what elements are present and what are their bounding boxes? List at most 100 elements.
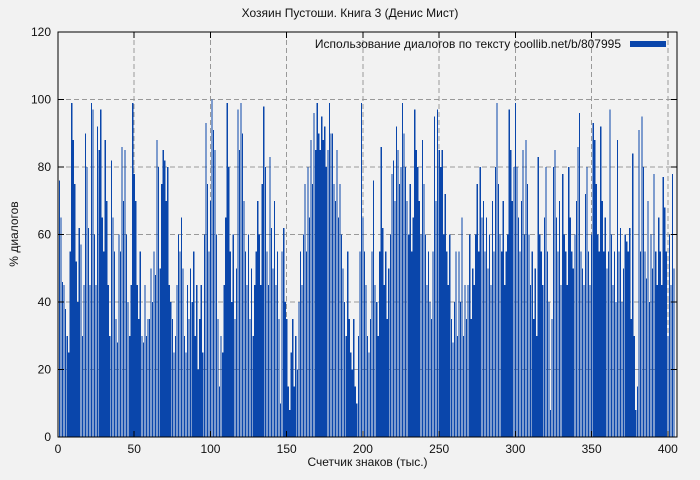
impulse-bar [312,183,314,438]
impulse-bar [75,261,77,437]
impulse-bar [219,386,221,438]
impulse-bar [176,285,178,438]
impulse-bar [164,160,166,437]
impulse-bar [180,217,183,438]
impulse-bar [626,241,628,437]
impulse-bar [476,183,478,438]
impulse-bar [246,285,248,438]
impulse-bar [92,109,94,438]
impulse-bar [129,335,131,437]
impulse-bar [100,109,102,438]
impulse-bar [301,285,303,438]
impulse-bar [65,308,67,437]
impulse-bar [526,183,529,438]
impulse-bar [223,285,225,438]
x-tick-label: 250 [429,442,449,456]
impulse-bar [308,217,311,438]
impulse-bar [208,251,210,438]
impulse-bar [171,318,173,438]
impulse-bar [327,150,329,438]
impulse-bar [287,386,289,438]
impulse-bar [603,251,605,438]
impulse-bar [525,140,527,437]
impulse-bar [562,173,564,437]
impulse-bar [665,251,667,438]
impulse-bar [389,234,391,437]
impulse-bar [357,335,359,437]
impulse-bar [575,200,577,437]
impulse-bar [581,268,584,437]
impulse-bar [546,251,549,438]
impulse-bar [383,285,385,438]
impulse-bar [577,146,579,437]
impulse-bar [412,217,414,438]
impulse-bar [322,140,324,437]
impulse-bar [433,116,436,438]
impulse-bar [453,302,455,437]
impulse-bar [273,200,276,437]
impulse-bar [356,403,358,437]
impulse-bar [484,251,486,438]
impulse-bar [89,285,91,438]
impulse-bar [252,335,254,437]
impulse-bar [490,285,492,438]
impulse-bar [270,227,273,437]
impulse-bar [633,335,635,437]
impulse-bar [61,281,64,437]
impulse-bar [667,335,669,437]
impulse-bar [517,217,520,438]
y-tick-label: 80 [38,160,52,174]
impulse-bar [109,335,111,437]
impulse-bar [251,268,253,437]
impulse-bar [340,234,343,437]
impulse-bar [446,251,448,438]
impulse-bar [276,251,279,438]
impulse-bar [462,335,465,437]
impulse-bar [185,352,187,438]
x-tick-label: 100 [200,442,220,456]
impulse-bar [388,268,390,437]
impulse-bar [545,167,547,437]
impulse-bar [664,207,666,437]
impulse-bar [283,227,285,437]
impulse-bar [516,167,518,437]
impulse-bar [212,129,215,438]
impulse-bar [632,153,634,437]
impulse-bar [482,200,484,437]
impulse-bar [613,251,616,438]
impulse-bar [607,251,609,438]
impulse-bar [371,251,373,438]
impulse-bar [86,167,88,437]
impulse-bar [103,251,105,438]
impulse-bar [380,146,382,437]
impulse-bar [84,133,87,437]
legend-label: Использование диалогов по тексту coollib… [314,37,621,51]
impulse-bar [510,150,512,438]
x-tick-label: 400 [658,442,678,456]
impulse-bar [199,318,201,438]
impulse-bar [470,318,472,438]
impulse-bar [110,160,112,437]
impulse-bar [403,133,405,437]
impulse-bar [369,318,372,438]
impulse-bar [222,352,224,438]
impulse-bar [362,217,364,438]
impulse-bar [478,251,480,438]
impulse-bar [488,234,491,437]
impulse-bar [68,352,70,438]
impulse-bar [630,318,632,438]
impulse-bar [566,285,568,438]
impulse-bar [549,410,552,437]
impulse-bar [505,251,507,438]
impulse-bar [205,123,207,438]
y-tick-label: 100 [31,93,51,107]
impulse-bar [188,318,190,438]
impulse-bar [267,285,269,438]
impulse-bar [382,227,384,437]
impulse-bar [385,251,387,438]
impulse-bar [225,217,227,438]
impulse-bar [226,102,228,438]
impulse-bar [540,251,542,438]
impulse-bar [77,302,79,437]
impulse-bar [533,318,535,438]
